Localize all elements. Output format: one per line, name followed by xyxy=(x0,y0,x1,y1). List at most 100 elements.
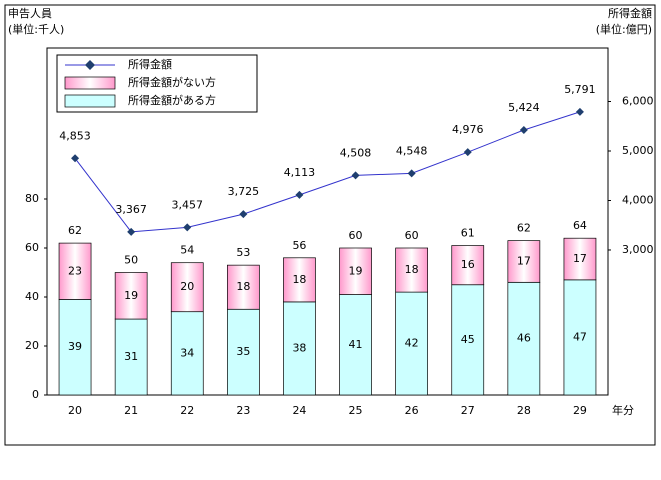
bar-label: 18 xyxy=(405,263,419,276)
y2-tick-label: 6,000 xyxy=(622,94,654,107)
bar-label: 35 xyxy=(236,345,250,358)
bar-label: 18 xyxy=(236,280,250,293)
line-label: 4,508 xyxy=(340,146,372,159)
bar-segment xyxy=(283,257,316,303)
line-label: 4,976 xyxy=(452,123,484,136)
x-tick-label: 24 xyxy=(292,404,306,417)
bar-label: 17 xyxy=(517,254,531,267)
bar-label: 23 xyxy=(68,264,82,277)
x-tick-label: 29 xyxy=(573,404,587,417)
bar-segment xyxy=(395,247,428,293)
y-tick-label: 0 xyxy=(32,388,39,401)
line-marker xyxy=(295,190,304,199)
y2-axis-title: 所得金額 xyxy=(608,6,652,20)
total-label: 60 xyxy=(349,229,363,242)
total-label: 62 xyxy=(68,224,82,237)
bar-label: 20 xyxy=(180,280,194,293)
bar-label: 38 xyxy=(292,341,306,354)
x-tick-label: 20 xyxy=(68,404,82,417)
bar-label: 47 xyxy=(573,330,587,343)
total-label: 60 xyxy=(405,229,419,242)
bar-label: 34 xyxy=(180,346,194,359)
bar-segment xyxy=(395,291,428,396)
bar-segment xyxy=(58,299,92,396)
bar-label: 16 xyxy=(461,258,475,271)
bar-label: 31 xyxy=(124,350,138,363)
bar-label: 19 xyxy=(124,289,138,302)
bar-label: 41 xyxy=(349,338,363,351)
total-label: 64 xyxy=(573,219,587,232)
line-marker xyxy=(71,154,80,163)
plot-area xyxy=(46,47,609,396)
y-axis-unit: (単位:千人) xyxy=(8,22,64,36)
bar-segment xyxy=(563,237,597,281)
x-tick-label: 22 xyxy=(180,404,194,417)
legend-label: 所得金額 xyxy=(128,57,172,71)
y-tick-label: 20 xyxy=(25,339,39,352)
y2-tick-label: 3,000 xyxy=(622,243,654,256)
line-marker xyxy=(463,148,472,157)
line-label: 4,853 xyxy=(59,129,91,142)
x-tick-label: 25 xyxy=(349,404,363,417)
bar-segment xyxy=(114,272,148,320)
y2-tick-label: 5,000 xyxy=(622,144,654,157)
line-label: 3,367 xyxy=(115,203,147,216)
y2-tick-label: 4,000 xyxy=(622,193,654,206)
line-label: 3,457 xyxy=(172,198,204,211)
bar-label: 19 xyxy=(349,264,363,277)
bar-segment xyxy=(339,247,372,295)
total-label: 53 xyxy=(236,246,250,259)
bar-segment xyxy=(227,264,260,310)
line-marker xyxy=(407,169,416,178)
bar-segment xyxy=(451,284,485,396)
x-tick-label: 26 xyxy=(405,404,419,417)
line xyxy=(74,111,581,233)
x-axis-unit: 年分 xyxy=(612,403,634,417)
total-label: 50 xyxy=(124,254,138,267)
line-marker xyxy=(351,171,360,180)
x-tick-label: 23 xyxy=(236,404,250,417)
bar-label: 17 xyxy=(573,252,587,265)
x-tick-label: 28 xyxy=(517,404,531,417)
bar-label: 45 xyxy=(461,333,475,346)
total-label: 56 xyxy=(292,239,306,252)
y-tick-label: 60 xyxy=(25,241,39,254)
bar-segment xyxy=(283,301,316,396)
line-marker xyxy=(183,223,192,232)
line-label: 5,791 xyxy=(564,83,596,96)
x-tick-label: 21 xyxy=(124,404,138,417)
bar-segment xyxy=(170,262,204,313)
line-label: 5,424 xyxy=(508,101,540,114)
line-marker xyxy=(127,227,136,236)
line-label: 4,548 xyxy=(396,144,428,157)
bar-label: 42 xyxy=(405,337,419,350)
bar-segment xyxy=(507,240,541,283)
legend-marker xyxy=(85,60,95,70)
bar-segment xyxy=(507,281,541,396)
bar-segment xyxy=(58,242,92,300)
line-label: 4,113 xyxy=(284,166,316,179)
bar-segment xyxy=(339,294,372,396)
bar-segment xyxy=(227,308,260,396)
y2-axis-unit: (単位:億円) xyxy=(596,22,652,36)
bar-segment xyxy=(170,311,204,396)
line-marker xyxy=(519,126,528,135)
bar-label: 46 xyxy=(517,332,531,345)
bar-label: 18 xyxy=(292,273,306,286)
legend-label: 所得金額がある方 xyxy=(128,93,216,107)
bar-segment xyxy=(114,318,148,396)
total-label: 54 xyxy=(180,244,194,257)
y-axis-title: 申告人員 xyxy=(8,7,52,20)
y-tick-label: 40 xyxy=(25,290,39,303)
frame xyxy=(4,4,656,446)
legend-swatch xyxy=(64,94,116,108)
line-marker xyxy=(575,107,584,116)
x-tick-label: 27 xyxy=(461,404,475,417)
legend-label: 所得金額がない方 xyxy=(128,75,216,89)
line-label: 3,725 xyxy=(228,185,260,198)
y-tick-label: 80 xyxy=(25,192,39,205)
bar-segment xyxy=(451,245,485,286)
total-label: 62 xyxy=(517,222,531,235)
legend-swatch xyxy=(64,76,116,90)
